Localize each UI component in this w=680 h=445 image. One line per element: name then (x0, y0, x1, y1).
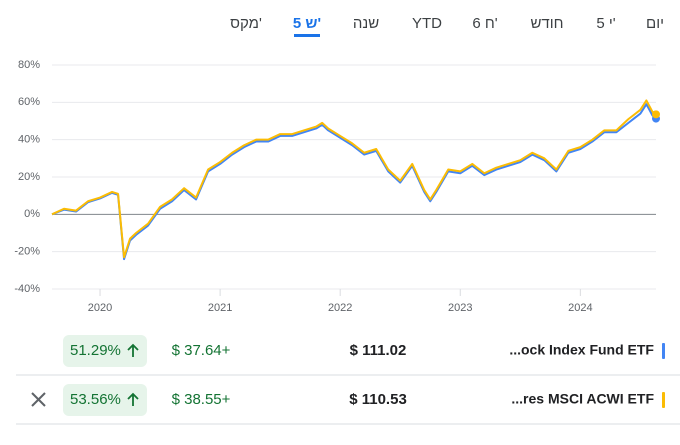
change: $ 37.64+ (172, 342, 231, 359)
x-tick-label: 2020 (88, 302, 112, 314)
y-tick-label: -40% (14, 283, 40, 295)
y-tick-label: -20% (14, 246, 40, 258)
tab[interactable]: 6 ח' (472, 15, 497, 32)
series-line (51, 99, 657, 259)
x-tick-label: 2022 (328, 302, 352, 314)
y-tick-label: 40% (18, 134, 40, 146)
tab[interactable]: מקס' (230, 15, 262, 32)
color-bar (662, 343, 665, 359)
percent: 51.29% (70, 342, 121, 359)
end-dot (652, 110, 660, 119)
x-tick-label: 2021 (208, 302, 232, 314)
percent-chip (63, 384, 147, 416)
price: $ 111.02 (350, 342, 407, 359)
up-arrow (127, 343, 139, 357)
tab[interactable]: שנה (353, 15, 379, 32)
x-tick-label: 2024 (568, 302, 592, 314)
y-tick-label: 60% (18, 96, 40, 108)
x-tick-label: 2023 (448, 302, 472, 314)
up-arrow (127, 392, 139, 406)
fund-name[interactable]: ...ock Index Fund ETF (509, 342, 654, 358)
percent: 53.56% (70, 391, 121, 408)
fund-name[interactable]: ...res MSCI ACWI ETF (511, 391, 654, 407)
series-line (51, 103, 657, 261)
percent-chip (63, 335, 147, 367)
color-bar (662, 392, 665, 408)
price: $ 110.53 (349, 391, 407, 408)
remove-button[interactable] (31, 392, 46, 407)
tab[interactable]: יום (646, 15, 664, 32)
tab[interactable]: חודש (530, 15, 563, 32)
tab-underline (294, 34, 320, 37)
tab[interactable]: 5 ש' (293, 15, 321, 32)
y-tick-label: 20% (18, 171, 40, 183)
tab[interactable]: 5 י' (596, 15, 615, 32)
y-tick-label: 0% (24, 208, 40, 220)
change: $ 38.55+ (172, 391, 231, 408)
tab[interactable]: YTD (412, 15, 442, 32)
y-tick-label: 80% (18, 59, 40, 71)
